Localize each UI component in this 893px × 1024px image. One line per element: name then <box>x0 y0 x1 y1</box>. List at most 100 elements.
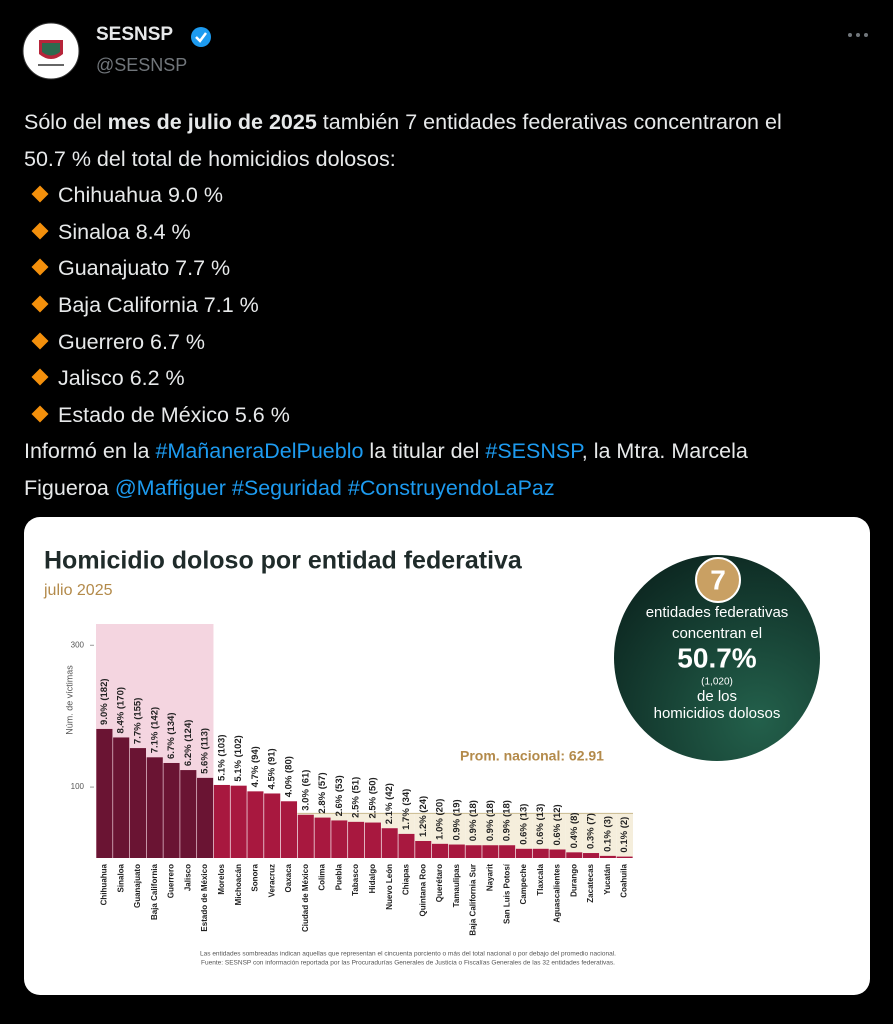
x-tick-label: Aguascalientes <box>553 863 562 922</box>
verified-badge <box>191 27 211 47</box>
below-average-shade <box>414 813 432 841</box>
hashtag-link[interactable]: #ConstruyendoLaPaz <box>347 475 555 500</box>
hashtag-link[interactable]: @Maffiguer <box>114 475 226 500</box>
x-tick-label: Tlaxcala <box>536 863 545 895</box>
callout-text: homicidios dolosos <box>654 705 781 722</box>
value-label: 0.1% (2) <box>619 817 630 853</box>
list-item: Chihuahua 9.0 % <box>24 177 814 214</box>
below-average-shade <box>599 813 617 856</box>
bar <box>280 801 298 858</box>
below-average-shade <box>314 813 331 818</box>
value-label: 6.2% (124) <box>183 720 194 766</box>
value-label: 3.0% (61) <box>300 770 311 811</box>
below-average-shade <box>549 813 566 850</box>
list: Chihuahua 9.0 % Sinaloa 8.4 % Guanajuato 7… <box>24 177 814 433</box>
x-tick-label: Veracruz <box>267 864 276 897</box>
bar <box>499 845 516 858</box>
callout-percent: 50.7% <box>677 642 756 673</box>
below-average-shade <box>330 813 348 821</box>
bar <box>515 848 532 858</box>
value-label: 1.0% (20) <box>435 799 446 840</box>
bar <box>197 777 214 858</box>
hashtag-link[interactable]: #SESNSP <box>485 439 582 464</box>
value-label: 0.6% (13) <box>535 804 546 845</box>
bar <box>532 848 549 858</box>
below-average-shade <box>364 813 382 823</box>
x-tick-label: Zacatecas <box>586 863 595 902</box>
bar <box>129 748 147 858</box>
bar <box>364 822 381 858</box>
below-average-shade <box>515 813 533 849</box>
text-segment: , la Mtra. Marcela Figueroa <box>24 439 748 500</box>
x-tick-label: Nayarit <box>485 864 494 891</box>
hashtag-link[interactable]: #MañaneraDelPueblo <box>155 439 364 464</box>
callout-number: 7 <box>710 564 726 595</box>
bar <box>113 737 130 858</box>
value-label: 0.1% (3) <box>602 816 613 852</box>
below-average-shade <box>347 813 365 822</box>
value-label: 8.4% (170) <box>116 687 127 733</box>
author-handle[interactable]: @SESNSP <box>96 55 188 75</box>
y-tick-label: 300 <box>71 640 85 649</box>
hashtag-link[interactable]: #Seguridad <box>231 475 342 500</box>
below-average-shade <box>582 813 600 854</box>
value-label: 5.6% (113) <box>200 728 211 774</box>
avatar[interactable] <box>22 22 80 80</box>
callout-badge <box>695 557 741 603</box>
author-name[interactable]: SESNSP <box>96 24 174 45</box>
value-label: 2.5% (50) <box>367 777 378 818</box>
bar <box>465 845 482 858</box>
value-label: 0.6% (12) <box>552 804 563 845</box>
bar <box>599 855 616 858</box>
bar <box>146 757 163 858</box>
tweet-text: Sólo del mes de julio de 2025 también 7 … <box>24 104 814 507</box>
list-item: Estado de México 5.6 % <box>24 397 814 434</box>
value-label: 0.9% (18) <box>502 800 513 841</box>
x-tick-label: Morelos <box>217 863 226 894</box>
value-label: 2.8% (57) <box>317 772 328 813</box>
value-label: 0.3% (7) <box>586 813 597 849</box>
value-label: 5.1% (103) <box>216 734 227 780</box>
y-tick-label: 100 <box>71 782 85 791</box>
below-average-shade <box>481 813 499 846</box>
x-tick-label: Ciudad de México <box>301 864 310 932</box>
bar <box>247 791 264 858</box>
bar <box>431 843 449 858</box>
value-label: 4.5% (91) <box>267 748 278 789</box>
value-label: 6.7% (134) <box>166 712 177 758</box>
value-label: 0.9% (18) <box>468 800 479 841</box>
x-tick-label: Baja California <box>150 863 159 920</box>
x-tick-label: Estado de México <box>200 864 209 932</box>
callout-circle <box>614 555 820 761</box>
x-tick-label: Sonora <box>251 863 260 891</box>
bar <box>96 728 113 858</box>
x-tick-label: Querétaro <box>435 864 444 902</box>
below-average-shade <box>381 813 399 829</box>
value-label: 7.7% (155) <box>132 698 143 744</box>
x-tick-label: Chiapas <box>402 863 411 895</box>
bar <box>180 770 197 858</box>
x-tick-label: Michoacán <box>234 864 243 905</box>
bar <box>163 762 180 858</box>
value-label: 0.9% (18) <box>485 800 496 841</box>
bar <box>616 856 633 858</box>
footnote: Las entidades sombreadas indican aquella… <box>200 951 616 958</box>
x-tick-label: Durango <box>569 864 578 897</box>
intro: Sólo del mes de julio de 2025 también 7 … <box>24 104 814 177</box>
x-tick-label: Tabasco <box>351 864 360 896</box>
value-label: 1.2% (24) <box>418 796 429 837</box>
more-menu[interactable] <box>846 30 870 40</box>
x-tick-label: Sinaloa <box>116 863 125 892</box>
bar <box>415 840 432 858</box>
value-label: 2.1% (42) <box>384 783 395 824</box>
x-tick-label: Jalisco <box>183 864 192 891</box>
bar <box>566 852 583 858</box>
x-tick-label: Colima <box>318 863 327 890</box>
media-card[interactable]: Homicidio doloso por entidad federativa … <box>24 517 870 995</box>
bar <box>482 845 499 858</box>
callout-text: entidades federativas <box>646 604 789 621</box>
chart-subtitle: julio 2025 <box>43 582 113 599</box>
x-tick-label: Chihuahua <box>100 863 109 905</box>
callout-text: concentran el <box>672 625 762 642</box>
bar <box>398 833 415 858</box>
